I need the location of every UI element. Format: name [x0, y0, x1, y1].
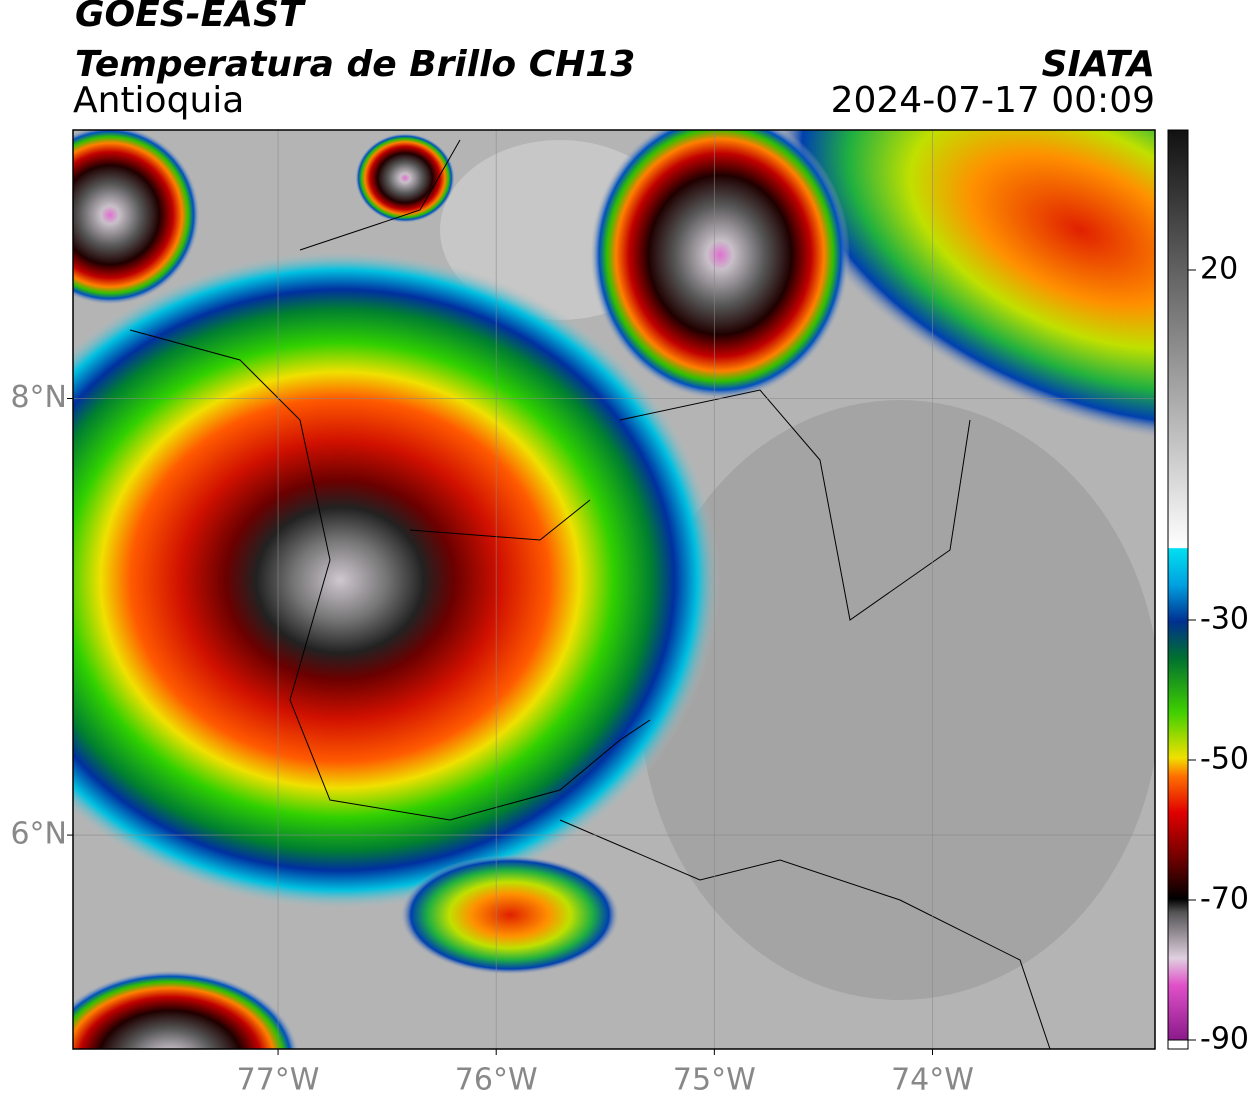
colorbar-tick-label: -30 — [1200, 602, 1249, 637]
region: Antioquia — [73, 80, 244, 121]
source: SIATA — [1042, 44, 1155, 85]
colorbar-frame — [1167, 129, 1189, 1050]
title: GOES-EAST — [75, 0, 306, 35]
x-tick-label: 77°W — [237, 1063, 320, 1098]
y-tick-label: 6°N — [10, 817, 67, 852]
colorbar-under — [1167, 1039, 1189, 1050]
colorbar-tick-label: -90 — [1200, 1022, 1249, 1057]
colorbar-tick-label: -70 — [1200, 882, 1249, 917]
x-tick-label: 74°W — [891, 1063, 974, 1098]
y-tick-label: 8°N — [10, 380, 67, 415]
subtitle: Temperatura de Brillo CH13 — [75, 44, 635, 85]
colorbar-tick-label: -50 — [1200, 742, 1249, 777]
datetime: 2024-07-17 00:09 — [831, 80, 1155, 121]
x-tick-label: 76°W — [455, 1063, 538, 1098]
colorbar-tick-label: 20 — [1200, 252, 1238, 287]
colorbar — [1168, 130, 1188, 1040]
x-tick-label: 75°W — [673, 1063, 756, 1098]
map-frame — [72, 129, 1156, 1050]
